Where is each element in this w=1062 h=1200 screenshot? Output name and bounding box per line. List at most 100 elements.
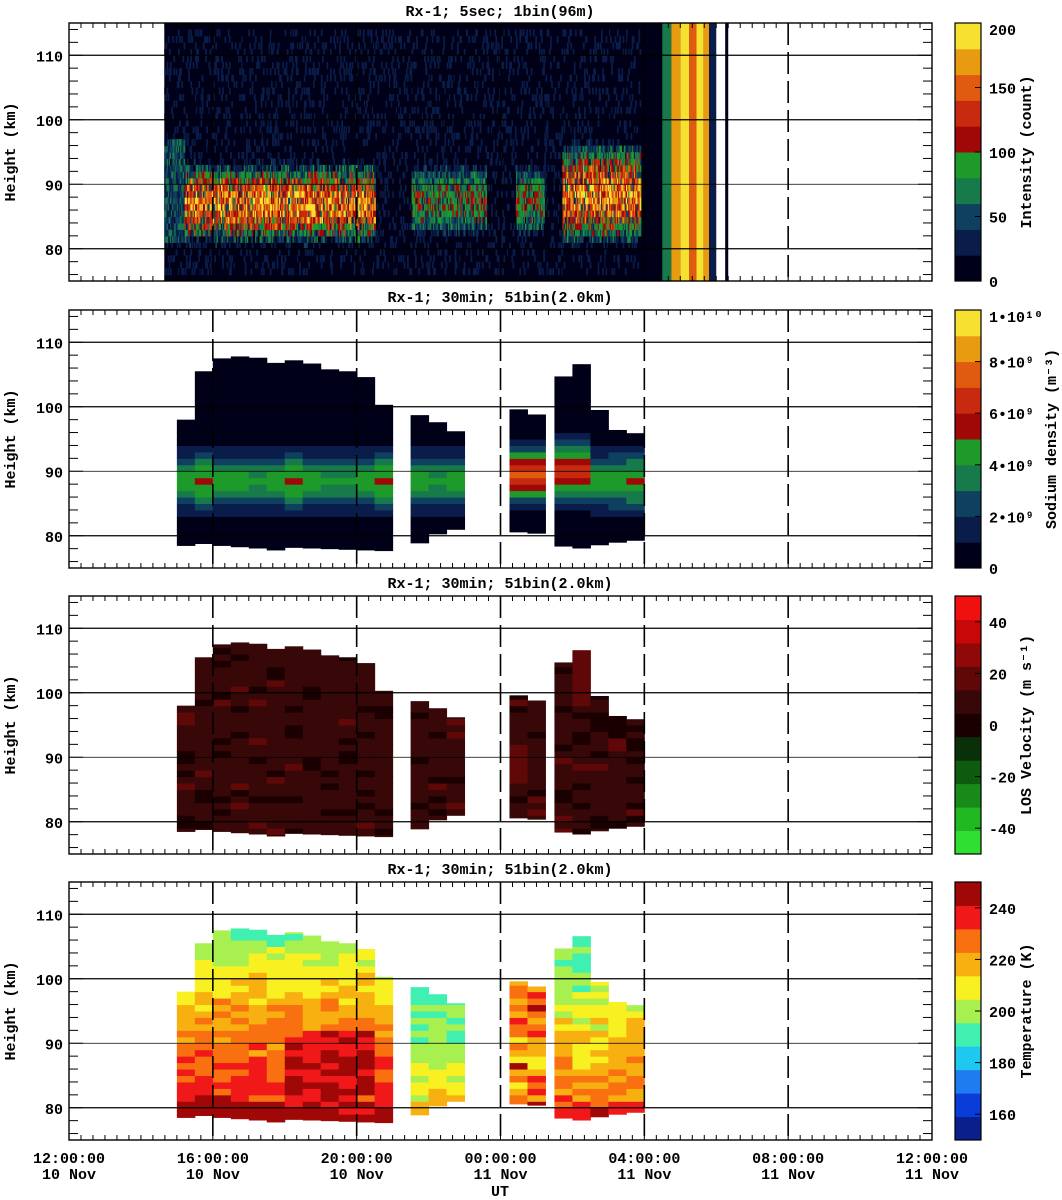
intensity-cell <box>283 68 286 76</box>
intensity-cell <box>341 210 343 218</box>
intensity-cell <box>209 203 212 211</box>
intensity-cell <box>392 93 395 101</box>
intensity-cell <box>183 132 186 140</box>
intensity-cell <box>264 222 266 230</box>
intensity-cell <box>307 177 309 185</box>
intensity-cell <box>260 216 263 224</box>
intensity-cell <box>294 235 297 243</box>
intensity-cell <box>336 229 339 237</box>
intensity-column <box>260 35 263 276</box>
intensity-cell <box>289 139 291 147</box>
intensity-cell <box>368 177 371 185</box>
intensity-cell <box>267 203 270 211</box>
intensity-cell <box>335 190 338 198</box>
intensity-cell <box>270 210 273 218</box>
intensity-cell <box>340 190 342 198</box>
intensity-cell <box>181 158 184 166</box>
intensity-cell <box>360 81 363 89</box>
intensity-cell <box>368 203 371 211</box>
intensity-cell <box>266 139 269 147</box>
intensity-cell <box>225 235 228 243</box>
intensity-cell <box>259 210 262 218</box>
intensity-cell <box>314 126 316 134</box>
intensity-cell <box>349 229 351 237</box>
intensity-cell <box>182 145 185 153</box>
intensity-cell <box>351 197 354 205</box>
intensity-cell <box>290 119 292 127</box>
intensity-cell <box>186 119 189 127</box>
intensity-cell <box>317 203 320 211</box>
intensity-column <box>231 42 233 263</box>
intensity-cell <box>357 93 359 101</box>
intensity-cell <box>257 216 260 224</box>
intensity-cell <box>438 87 441 95</box>
intensity-cell <box>218 222 221 230</box>
intensity-cell <box>173 68 176 76</box>
intensity-cell <box>216 216 219 224</box>
intensity-cell <box>261 139 264 147</box>
intensity-cell <box>281 197 283 205</box>
intensity-cell <box>385 145 388 153</box>
intensity-cell <box>340 197 342 205</box>
intensity-cell <box>376 158 379 166</box>
intensity-cell <box>309 184 312 192</box>
intensity-cell <box>258 190 261 198</box>
intensity-cell <box>370 35 373 43</box>
intensity-cell <box>284 190 287 198</box>
intensity-cell <box>256 197 258 205</box>
intensity-cell <box>367 222 370 230</box>
intensity-cell <box>239 190 241 198</box>
intensity-cell <box>301 100 304 108</box>
intensity-cell <box>173 222 176 230</box>
intensity-cell <box>292 29 295 37</box>
intensity-cell <box>425 61 427 69</box>
intensity-cell <box>284 145 287 153</box>
intensity-column <box>287 68 290 276</box>
intensity-cell <box>470 119 473 127</box>
intensity-cell <box>278 190 281 198</box>
intensity-cell <box>354 210 357 218</box>
intensity-cell <box>247 177 249 185</box>
intensity-cell <box>198 216 201 224</box>
intensity-cell <box>362 87 365 95</box>
intensity-cell <box>233 132 236 140</box>
intensity-cell <box>205 197 207 205</box>
intensity-cell <box>203 35 206 43</box>
intensity-cell <box>303 171 306 179</box>
intensity-cell <box>255 164 257 172</box>
intensity-cell <box>273 87 275 95</box>
intensity-cell <box>180 229 182 237</box>
intensity-cell <box>361 61 364 69</box>
intensity-cell <box>290 132 292 140</box>
intensity-cell <box>479 145 482 153</box>
intensity-cell <box>416 268 418 276</box>
intensity-cell <box>331 184 333 192</box>
intensity-cell <box>281 29 283 37</box>
intensity-cell <box>282 268 285 276</box>
intensity-column <box>192 55 195 269</box>
intensity-cell <box>437 35 440 43</box>
intensity-cell <box>211 132 214 140</box>
intensity-cell <box>262 203 265 211</box>
intensity-cell <box>189 222 191 230</box>
intensity-cell <box>379 216 382 224</box>
intensity-cell <box>216 171 219 179</box>
intensity-cell <box>435 132 438 140</box>
intensity-cell <box>309 158 312 166</box>
intensity-cell <box>354 203 357 211</box>
intensity-cell <box>225 126 228 134</box>
intensity-cell <box>369 222 372 230</box>
intensity-cell <box>169 261 172 269</box>
intensity-cell <box>460 100 463 108</box>
intensity-cell <box>253 177 256 185</box>
intensity-cell <box>269 197 272 205</box>
intensity-cell <box>363 210 366 218</box>
intensity-cell <box>274 139 277 147</box>
intensity-column <box>210 55 213 276</box>
intensity-cell <box>340 171 342 179</box>
intensity-cell <box>351 42 354 50</box>
intensity-cell <box>251 164 254 172</box>
intensity-cell <box>205 184 207 192</box>
intensity-cell <box>272 93 274 101</box>
intensity-cell <box>241 93 244 101</box>
